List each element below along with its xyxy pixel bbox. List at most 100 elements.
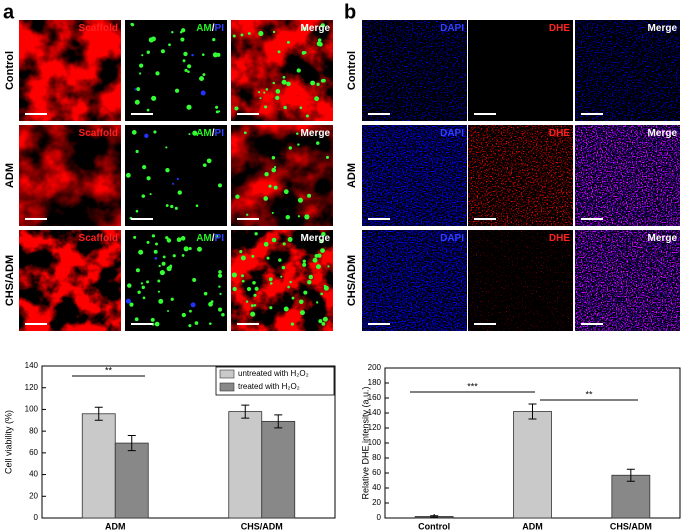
bar (81, 413, 116, 519)
cell-dot (199, 76, 204, 82)
cell-dot (153, 130, 157, 134)
cell-dot (149, 193, 152, 196)
cell-dot (146, 108, 150, 112)
cell-dot (240, 33, 244, 37)
cell-dot (317, 38, 322, 42)
cell-dot (266, 256, 270, 260)
y-axis-label: Cell viability (%) (3, 410, 13, 474)
cell-dot (146, 280, 150, 284)
cell-dot (216, 52, 221, 57)
channel-label-part: AM (196, 128, 212, 139)
channel-label-part: PI (215, 128, 225, 139)
cell-dot (138, 249, 144, 255)
cell-dot (323, 285, 329, 291)
bar (261, 420, 296, 519)
cell-dot (157, 290, 161, 293)
y-tick-label: 120 (368, 423, 382, 432)
cell-dot (133, 235, 137, 239)
channel-label: DAPI (440, 128, 464, 139)
cell-dot (218, 270, 222, 274)
channel-label: Merge (301, 23, 331, 34)
cell-dot (165, 204, 169, 207)
cell-dot (232, 286, 237, 292)
image-background (125, 20, 227, 121)
cell-dot (305, 114, 309, 118)
channel-label-part: DHE (549, 23, 570, 34)
cell-dot (134, 88, 137, 91)
channel-label: AM/PI (196, 128, 224, 139)
cell-dot (286, 81, 291, 87)
x-tick-label: Control (418, 521, 450, 531)
y-tick-label: 40 (29, 470, 38, 479)
channel-label-part: Merge (301, 128, 331, 139)
legend-box (215, 366, 335, 396)
channel-label: DHE (549, 23, 570, 34)
cell-dot (146, 176, 151, 181)
cell-dot (215, 105, 219, 109)
cell-dot (130, 22, 135, 27)
channel-label: Scaffold (79, 233, 118, 244)
y-tick-label: 0 (377, 513, 382, 522)
legend-swatch (219, 382, 235, 392)
y-tick-label: 80 (29, 426, 38, 435)
cell-dot (176, 237, 182, 243)
cell-dot (302, 26, 307, 31)
significance-label: ** (585, 389, 593, 399)
cell-dot (202, 163, 207, 168)
y-tick-label: 60 (29, 448, 38, 457)
cell-dot (271, 211, 274, 214)
cell-dot (221, 313, 225, 317)
cell-dot (184, 68, 188, 72)
cell-dot (135, 268, 140, 273)
cell-dot (254, 232, 258, 236)
cell-dot (283, 105, 287, 110)
cell-dot (287, 285, 290, 289)
cell-dot (203, 291, 208, 296)
cell-dot (176, 177, 179, 181)
image-background (125, 125, 227, 226)
micrograph (231, 125, 333, 226)
cell-dot (189, 309, 192, 313)
channel-label: DHE (549, 233, 570, 244)
cell-dot (285, 214, 291, 220)
cell-dot (218, 307, 223, 312)
cell-dot (158, 264, 161, 268)
cell-dot (181, 312, 187, 318)
cell-dot (317, 253, 322, 258)
cell-dot (314, 253, 319, 258)
cell-dot (265, 88, 269, 91)
error-bar (241, 404, 250, 419)
channel-label: DHE (549, 128, 570, 139)
cell-dot (208, 322, 212, 326)
cell-dot (298, 299, 304, 305)
cell-dot (151, 234, 156, 238)
channel-label-part: AM (196, 23, 212, 34)
cell-dot (275, 88, 281, 94)
cell-dot (165, 236, 169, 240)
cell-dot (241, 279, 245, 283)
cell-dot (231, 272, 237, 278)
micrograph (575, 20, 680, 121)
cell-dot (319, 239, 324, 244)
cell-dot (272, 30, 276, 34)
channel-label: Merge (648, 233, 678, 244)
cell-dot (321, 322, 326, 326)
cell-dot (144, 133, 149, 139)
x-tick-label: CHS/ADM (241, 521, 283, 531)
cell-dot (271, 155, 276, 160)
cell-dot (288, 146, 293, 150)
cell-dot (318, 319, 323, 324)
cell-dot (153, 249, 158, 254)
y-tick-label: 100 (368, 438, 382, 447)
cell-dot (186, 104, 192, 110)
cell-dot (136, 87, 141, 91)
cell-dot (180, 236, 186, 241)
cell-dot (308, 274, 314, 280)
cell-dot (162, 255, 166, 259)
cell-dot (320, 292, 324, 296)
cell-dot (166, 266, 172, 272)
cell-dot (125, 172, 131, 178)
significance-label: *** (467, 381, 478, 391)
cell-dot (142, 296, 146, 300)
cell-dot (321, 232, 326, 237)
